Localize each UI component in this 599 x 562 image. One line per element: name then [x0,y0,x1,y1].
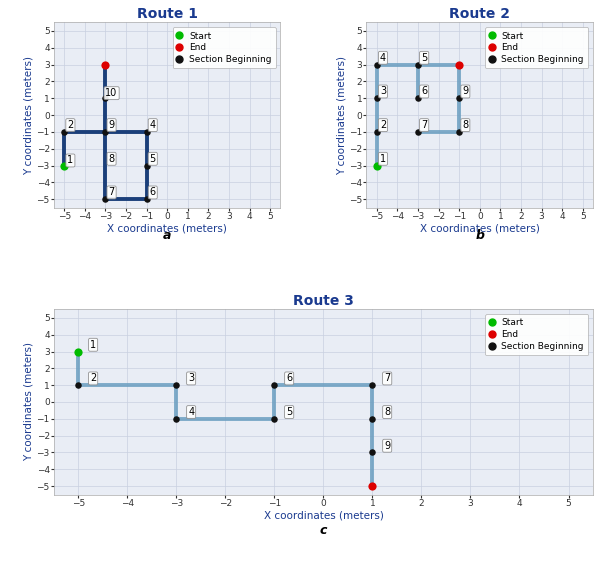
Point [413,128,423,137]
Point [413,94,423,103]
Text: 5: 5 [421,53,427,63]
Point [172,414,181,423]
Point [172,380,181,389]
Text: 1: 1 [90,340,96,350]
Point [455,94,464,103]
Text: 10: 10 [105,88,117,98]
Point [142,161,152,170]
Title: Route 1: Route 1 [137,7,198,21]
Text: b: b [475,229,484,242]
Text: 1: 1 [380,154,386,164]
Text: 2: 2 [67,120,74,130]
Text: 7: 7 [421,120,427,130]
Point [101,60,110,69]
Point [101,194,110,203]
Point [372,161,382,170]
Legend: Start, End, Section Beginning: Start, End, Section Beginning [173,27,276,69]
Point [368,414,377,423]
X-axis label: X coordinates (meters): X coordinates (meters) [264,510,383,520]
Text: 6: 6 [421,87,427,97]
Legend: Start, End, Section Beginning: Start, End, Section Beginning [485,314,588,355]
Text: 6: 6 [150,188,156,197]
Text: 3: 3 [380,87,386,97]
Point [270,380,279,389]
Text: 3: 3 [188,373,194,383]
Point [368,482,377,491]
Text: 4: 4 [188,407,194,417]
Point [74,380,83,389]
Point [455,60,464,69]
Point [74,347,83,356]
Text: 8: 8 [462,120,468,130]
Text: 9: 9 [462,87,468,97]
Point [413,60,423,69]
Text: 5: 5 [286,407,292,417]
Point [270,414,279,423]
Text: c: c [320,524,327,537]
Text: 7: 7 [108,188,114,197]
Text: 5: 5 [150,154,156,164]
Point [101,94,110,103]
Y-axis label: Y coordinates (meters): Y coordinates (meters) [24,56,34,175]
Point [59,128,69,137]
Point [59,161,69,170]
X-axis label: X coordinates (meters): X coordinates (meters) [420,224,540,234]
Point [455,128,464,137]
Text: 6: 6 [286,373,292,383]
Point [368,448,377,457]
Text: 9: 9 [384,441,390,451]
Y-axis label: Y coordinates (meters): Y coordinates (meters) [24,342,34,461]
Title: Route 2: Route 2 [449,7,510,21]
Point [372,128,382,137]
Text: 2: 2 [380,120,386,130]
Text: 1: 1 [67,156,74,165]
Point [101,128,110,137]
Text: 4: 4 [380,53,386,63]
Y-axis label: Y coordinates (meters): Y coordinates (meters) [336,56,346,175]
Point [368,380,377,389]
Text: 2: 2 [90,373,96,383]
Title: Route 3: Route 3 [293,294,354,309]
Text: 7: 7 [384,373,391,383]
Point [372,60,382,69]
Text: 4: 4 [150,120,156,130]
Point [142,128,152,137]
X-axis label: X coordinates (meters): X coordinates (meters) [107,224,227,234]
Point [372,94,382,103]
Point [142,194,152,203]
Text: 9: 9 [108,120,114,130]
Text: 8: 8 [108,154,114,164]
Legend: Start, End, Section Beginning: Start, End, Section Beginning [485,27,588,69]
Text: a: a [163,229,171,242]
Text: 8: 8 [384,407,390,417]
